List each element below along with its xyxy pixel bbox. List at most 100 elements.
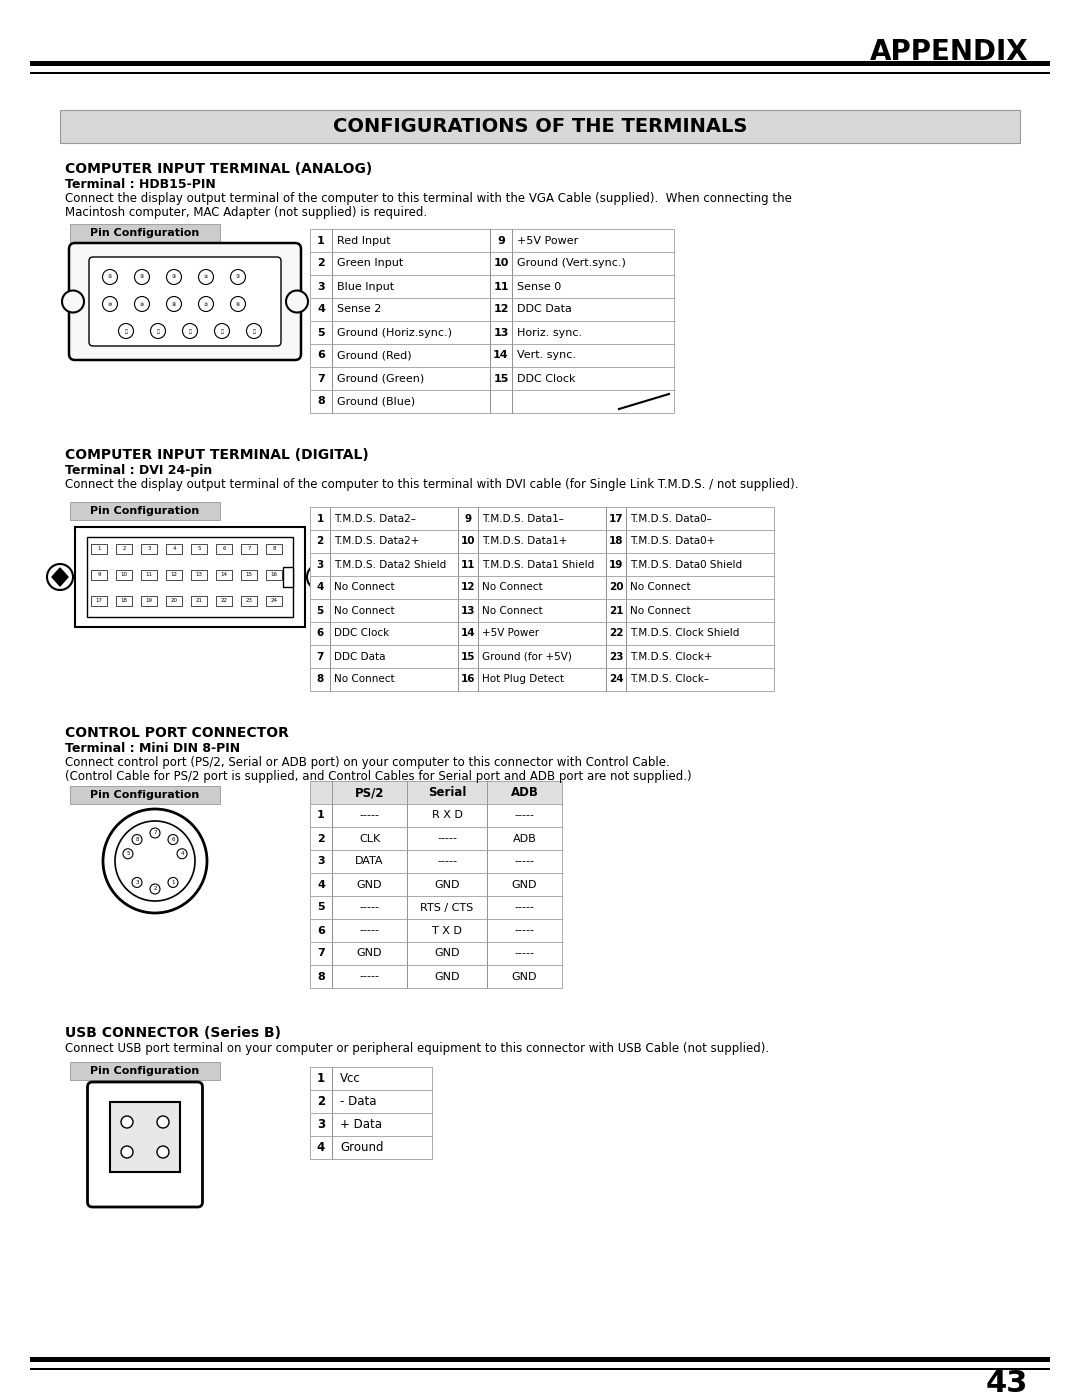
Text: - Data: - Data bbox=[340, 1095, 377, 1108]
Bar bbox=[487, 919, 562, 942]
Text: Macintosh computer, MAC Adapter (not supplied) is required.: Macintosh computer, MAC Adapter (not sup… bbox=[65, 205, 427, 219]
Bar bbox=[310, 229, 332, 251]
Bar bbox=[458, 645, 478, 668]
Text: T.M.D.S. Data1–: T.M.D.S. Data1– bbox=[482, 514, 564, 524]
Bar bbox=[310, 529, 774, 553]
Bar bbox=[70, 502, 220, 520]
Text: PS/2: PS/2 bbox=[354, 787, 384, 799]
Text: 3: 3 bbox=[316, 560, 324, 570]
Text: Ground: Ground bbox=[340, 1141, 383, 1154]
Text: 24: 24 bbox=[270, 598, 278, 604]
Text: 23: 23 bbox=[245, 598, 253, 604]
Text: DDC Clock: DDC Clock bbox=[334, 629, 389, 638]
Bar bbox=[512, 321, 674, 344]
Text: 14: 14 bbox=[494, 351, 509, 360]
Bar bbox=[310, 599, 330, 622]
Text: ⑫: ⑫ bbox=[220, 328, 224, 334]
Bar bbox=[310, 805, 562, 827]
Bar bbox=[606, 599, 626, 622]
Text: 8: 8 bbox=[318, 397, 325, 407]
Bar bbox=[332, 849, 407, 873]
Text: 7: 7 bbox=[318, 949, 325, 958]
Bar bbox=[30, 1356, 1050, 1362]
Bar bbox=[407, 965, 487, 988]
Text: 7: 7 bbox=[247, 546, 251, 552]
Bar bbox=[310, 1113, 432, 1136]
Bar bbox=[266, 543, 282, 555]
Text: 20: 20 bbox=[609, 583, 623, 592]
Bar bbox=[141, 543, 157, 555]
Text: 1: 1 bbox=[172, 880, 175, 884]
Text: 17: 17 bbox=[609, 514, 623, 524]
FancyBboxPatch shape bbox=[69, 243, 301, 360]
Text: 12: 12 bbox=[494, 305, 509, 314]
FancyBboxPatch shape bbox=[87, 1083, 203, 1207]
Bar bbox=[478, 645, 606, 668]
Text: -----: ----- bbox=[437, 856, 457, 866]
Bar bbox=[332, 919, 407, 942]
Circle shape bbox=[215, 324, 229, 338]
Text: No Connect: No Connect bbox=[482, 605, 542, 616]
Bar bbox=[407, 895, 487, 919]
Text: DDC Data: DDC Data bbox=[517, 305, 572, 314]
Text: 21: 21 bbox=[609, 605, 623, 616]
Bar bbox=[478, 622, 606, 645]
Bar bbox=[332, 367, 490, 390]
Bar bbox=[310, 553, 774, 576]
Text: 1: 1 bbox=[97, 546, 100, 552]
Text: T.M.D.S. Data0–: T.M.D.S. Data0– bbox=[630, 514, 712, 524]
Text: 8: 8 bbox=[316, 675, 324, 685]
Bar bbox=[310, 622, 774, 645]
Text: DDC Clock: DDC Clock bbox=[517, 373, 576, 384]
Bar bbox=[487, 849, 562, 873]
Bar bbox=[407, 942, 487, 965]
Text: -----: ----- bbox=[360, 971, 379, 982]
Bar bbox=[487, 965, 562, 988]
Bar bbox=[241, 570, 257, 580]
Text: CONTROL PORT CONNECTOR: CONTROL PORT CONNECTOR bbox=[65, 726, 288, 740]
Polygon shape bbox=[52, 569, 68, 585]
Bar bbox=[487, 942, 562, 965]
Text: 11: 11 bbox=[146, 573, 152, 577]
Bar bbox=[626, 553, 774, 576]
Bar bbox=[310, 645, 774, 668]
Bar bbox=[606, 507, 626, 529]
Bar bbox=[310, 965, 562, 988]
Text: GND: GND bbox=[434, 949, 460, 958]
Text: 1: 1 bbox=[316, 1071, 325, 1085]
Bar bbox=[310, 942, 332, 965]
Bar bbox=[166, 570, 183, 580]
Text: -----: ----- bbox=[514, 902, 535, 912]
Bar bbox=[310, 298, 674, 321]
Text: ⑥: ⑥ bbox=[235, 302, 240, 306]
Bar bbox=[330, 622, 458, 645]
Text: 3: 3 bbox=[135, 880, 138, 884]
Text: 19: 19 bbox=[146, 598, 152, 604]
Circle shape bbox=[246, 324, 261, 338]
Text: T X D: T X D bbox=[432, 925, 462, 936]
Text: DDC Data: DDC Data bbox=[334, 651, 386, 662]
Bar bbox=[512, 367, 674, 390]
Text: (Control Cable for PS/2 port is supplied, and Control Cables for Serial port and: (Control Cable for PS/2 port is supplied… bbox=[65, 770, 691, 782]
Text: COMPUTER INPUT TERMINAL (DIGITAL): COMPUTER INPUT TERMINAL (DIGITAL) bbox=[65, 448, 368, 462]
Bar bbox=[332, 1136, 432, 1160]
Circle shape bbox=[157, 1116, 168, 1127]
Text: Blue Input: Blue Input bbox=[337, 282, 394, 292]
Bar bbox=[332, 390, 490, 414]
Bar bbox=[75, 527, 305, 627]
Bar bbox=[116, 570, 132, 580]
Bar bbox=[310, 229, 674, 251]
Bar bbox=[512, 298, 674, 321]
Bar bbox=[30, 1368, 1050, 1370]
Text: 8: 8 bbox=[135, 837, 138, 842]
Bar bbox=[332, 275, 490, 298]
Bar bbox=[70, 787, 220, 805]
Bar bbox=[512, 390, 674, 414]
Bar bbox=[310, 275, 674, 298]
Text: ⑪: ⑪ bbox=[253, 328, 256, 334]
Text: Sense 2: Sense 2 bbox=[337, 305, 381, 314]
Bar bbox=[458, 599, 478, 622]
Bar bbox=[478, 553, 606, 576]
Text: 10: 10 bbox=[121, 573, 127, 577]
Bar bbox=[606, 645, 626, 668]
